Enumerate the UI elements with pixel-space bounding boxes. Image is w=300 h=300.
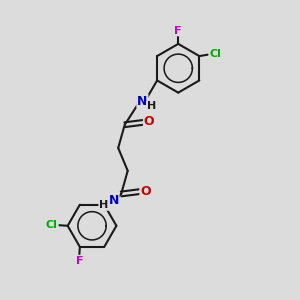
Text: F: F [76, 256, 83, 266]
Text: O: O [144, 115, 154, 128]
Text: N: N [108, 194, 119, 207]
Text: N: N [137, 94, 148, 108]
Text: H: H [147, 101, 156, 112]
Text: F: F [175, 26, 182, 35]
Text: O: O [140, 184, 151, 197]
Text: H: H [99, 200, 108, 210]
Text: Cl: Cl [209, 49, 221, 59]
Text: Cl: Cl [46, 220, 58, 230]
